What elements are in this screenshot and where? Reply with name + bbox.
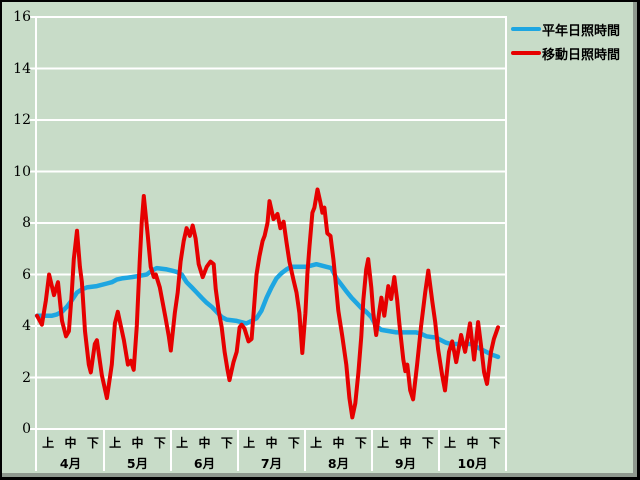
period-label: 上 xyxy=(377,436,390,450)
legend-label-idou: 移動日照時間 xyxy=(542,47,621,63)
y-axis-label: 12 xyxy=(13,112,31,128)
period-label: 中 xyxy=(131,436,144,450)
month-label: 5月 xyxy=(126,456,149,471)
period-label: 上 xyxy=(310,436,323,450)
y-axis-label: 2 xyxy=(22,369,31,386)
y-axis-label: 8 xyxy=(22,215,31,231)
month-label: 6月 xyxy=(193,456,216,471)
month-label: 10月 xyxy=(457,456,488,471)
period-label: 中 xyxy=(399,436,412,450)
legend-item-idou: 移動日照時間 xyxy=(511,44,621,63)
period-label: 中 xyxy=(265,436,278,450)
y-axis-label: 0 xyxy=(22,421,31,437)
period-label: 下 xyxy=(86,436,99,450)
y-axis-label: 10 xyxy=(13,163,31,180)
legend-label-heinen: 平年日照時間 xyxy=(542,23,621,39)
series-line-idou xyxy=(35,187,500,420)
period-label: 中 xyxy=(64,436,77,450)
period-label: 中 xyxy=(466,436,479,450)
period-label: 上 xyxy=(109,436,122,450)
period-label: 下 xyxy=(287,436,300,450)
period-label: 下 xyxy=(153,436,166,450)
period-label: 下 xyxy=(421,436,434,450)
legend-line-heinen-sample xyxy=(511,27,541,31)
period-label: 上 xyxy=(176,436,189,450)
month-label: 7月 xyxy=(260,456,283,471)
legend-item-heinen: 平年日照時間 xyxy=(511,20,621,39)
month-label: 4月 xyxy=(59,456,82,471)
period-label: 下 xyxy=(488,436,501,450)
period-label: 中 xyxy=(198,436,211,450)
month-label: 8月 xyxy=(327,456,350,471)
period-label: 上 xyxy=(42,436,55,450)
period-label: 下 xyxy=(354,436,367,450)
legend-line-idou-sample xyxy=(511,51,541,55)
y-axis-label: 16 xyxy=(13,9,31,25)
period-label: 下 xyxy=(220,436,233,450)
month-label: 9月 xyxy=(394,456,417,471)
period-label: 上 xyxy=(444,436,457,450)
legend: 平年日照時間 移動日照時間 xyxy=(511,20,620,68)
period-label: 中 xyxy=(332,436,345,450)
y-axis-label: 4 xyxy=(22,318,31,334)
y-axis-label: 14 xyxy=(13,60,31,77)
y-axis-label: 6 xyxy=(22,266,31,283)
period-label: 上 xyxy=(243,436,256,450)
